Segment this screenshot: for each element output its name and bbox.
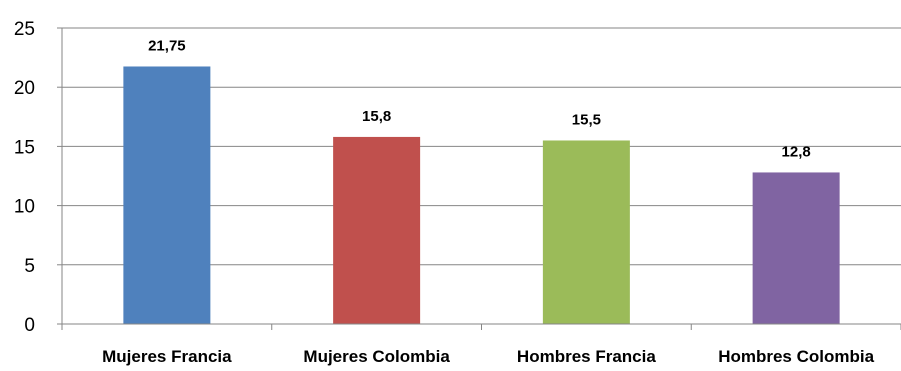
bar-1 bbox=[123, 66, 211, 324]
data-labels: 21,75 15,8 15,5 12,8 bbox=[148, 37, 811, 160]
y-tick-label: 0 bbox=[24, 315, 35, 336]
data-label: 12,8 bbox=[782, 143, 811, 160]
bar-2 bbox=[333, 136, 421, 324]
y-tick-label: 25 bbox=[14, 19, 35, 40]
y-tick-label: 15 bbox=[14, 137, 35, 158]
bar-3 bbox=[542, 140, 630, 324]
y-axis: 0 5 10 15 20 25 bbox=[14, 19, 63, 336]
y-tick-label: 5 bbox=[24, 256, 35, 277]
data-label: 21,75 bbox=[148, 37, 186, 54]
x-tick-label: Mujeres Francia bbox=[102, 347, 232, 366]
data-label: 15,8 bbox=[362, 108, 391, 125]
bars bbox=[123, 66, 840, 324]
x-tick-label: Mujeres Colombia bbox=[303, 347, 450, 366]
data-label: 15,5 bbox=[572, 111, 601, 128]
x-axis: Mujeres Francia Mujeres Colombia Hombres F… bbox=[61, 323, 901, 366]
y-tick-label: 20 bbox=[14, 78, 35, 99]
x-tick-label: Hombres Francia bbox=[517, 347, 656, 366]
x-tick-label: Hombres Colombia bbox=[718, 347, 874, 366]
bar-4 bbox=[752, 172, 840, 324]
y-tick-label: 10 bbox=[14, 197, 35, 218]
